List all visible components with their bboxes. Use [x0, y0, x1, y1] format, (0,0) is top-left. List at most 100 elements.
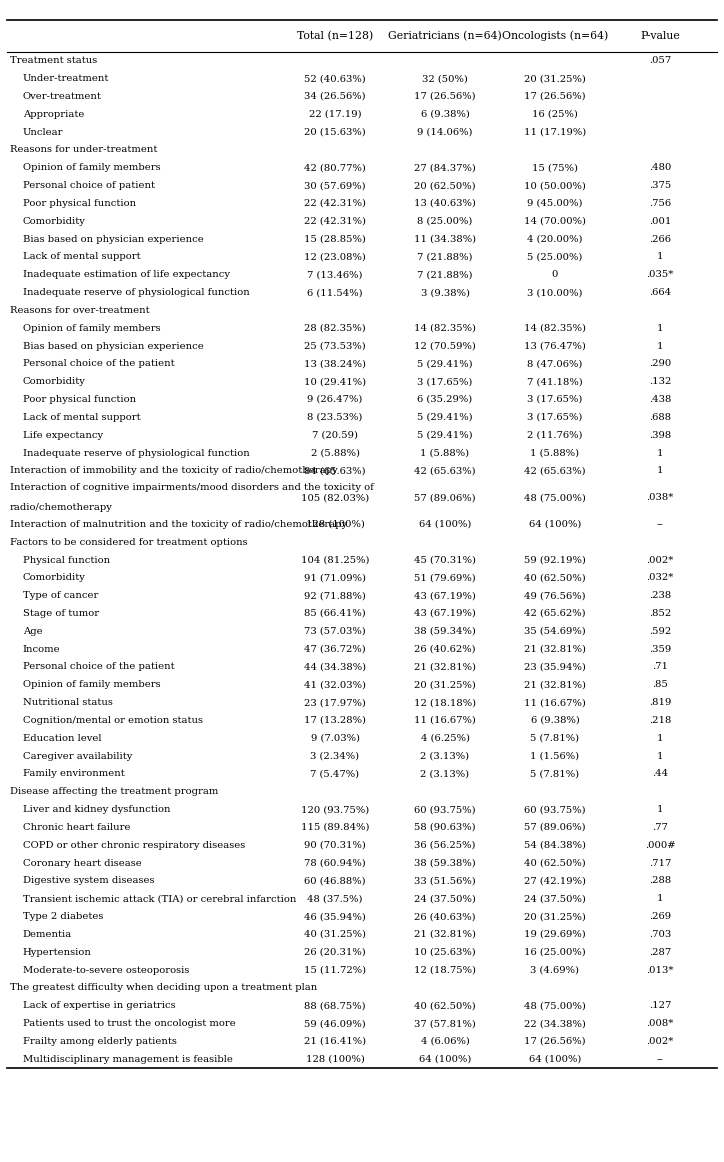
- Text: .266: .266: [649, 235, 671, 244]
- Text: .008*: .008*: [647, 1019, 674, 1028]
- Text: 48 (37.5%): 48 (37.5%): [307, 895, 363, 903]
- Text: 6 (9.38%): 6 (9.38%): [421, 109, 469, 119]
- Text: 36 (56.25%): 36 (56.25%): [414, 841, 476, 849]
- Text: .127: .127: [649, 1002, 671, 1010]
- Text: 104 (81.25%): 104 (81.25%): [300, 555, 369, 565]
- Text: Life expectancy: Life expectancy: [23, 431, 103, 439]
- Text: 57 (89.06%): 57 (89.06%): [414, 493, 476, 502]
- Text: Bias based on physician experience: Bias based on physician experience: [23, 342, 203, 351]
- Text: 42 (80.77%): 42 (80.77%): [304, 163, 366, 172]
- Text: 49 (76.56%): 49 (76.56%): [524, 591, 586, 600]
- Text: 26 (40.62%): 26 (40.62%): [414, 645, 476, 654]
- Text: .038*: .038*: [647, 493, 674, 502]
- Text: .269: .269: [649, 912, 671, 921]
- Text: Interaction of malnutrition and the toxicity of radio/chemotherapy: Interaction of malnutrition and the toxi…: [10, 519, 348, 529]
- Text: 10 (50.00%): 10 (50.00%): [524, 181, 586, 191]
- Text: Hypertension: Hypertension: [23, 948, 92, 956]
- Text: --: --: [657, 519, 663, 529]
- Text: 26 (20.31%): 26 (20.31%): [304, 948, 366, 956]
- Text: 7 (20.59): 7 (20.59): [312, 431, 358, 439]
- Text: Comorbidity: Comorbidity: [23, 573, 85, 582]
- Text: 48 (75.00%): 48 (75.00%): [524, 1002, 586, 1010]
- Text: 5 (7.81%): 5 (7.81%): [531, 734, 579, 743]
- Text: 21 (32.81%): 21 (32.81%): [524, 680, 586, 689]
- Text: 20 (15.63%): 20 (15.63%): [304, 128, 366, 137]
- Text: 3 (9.38%): 3 (9.38%): [421, 288, 469, 297]
- Text: 7 (13.46%): 7 (13.46%): [307, 271, 363, 279]
- Text: .000#: .000#: [644, 841, 675, 849]
- Text: Poor physical function: Poor physical function: [23, 395, 136, 404]
- Text: 58 (90.63%): 58 (90.63%): [414, 823, 476, 832]
- Text: .480: .480: [649, 163, 671, 172]
- Text: 64 (100%): 64 (100%): [418, 1055, 471, 1063]
- Text: Interaction of cognitive impairments/mood disorders and the toxicity of: Interaction of cognitive impairments/moo…: [10, 483, 374, 493]
- Text: 38 (59.38%): 38 (59.38%): [414, 859, 476, 868]
- Text: 17 (26.56%): 17 (26.56%): [524, 92, 586, 101]
- Text: 3 (17.65%): 3 (17.65%): [417, 378, 473, 386]
- Text: 1 (5.88%): 1 (5.88%): [531, 449, 579, 458]
- Text: 12 (18.75%): 12 (18.75%): [414, 966, 476, 975]
- Text: Inadequate estimation of life expectancy: Inadequate estimation of life expectancy: [23, 271, 230, 279]
- Text: 5 (29.41%): 5 (29.41%): [417, 359, 473, 368]
- Text: Lack of mental support: Lack of mental support: [23, 252, 140, 261]
- Text: Cognition/mental or emotion status: Cognition/mental or emotion status: [23, 716, 203, 725]
- Text: 38 (59.34%): 38 (59.34%): [414, 626, 476, 636]
- Text: .44: .44: [652, 769, 668, 779]
- Text: 1: 1: [657, 734, 663, 743]
- Text: 21 (16.41%): 21 (16.41%): [304, 1037, 366, 1046]
- Text: 42 (65.63%): 42 (65.63%): [524, 466, 586, 475]
- Text: 59 (46.09%): 59 (46.09%): [304, 1019, 366, 1028]
- Text: 13 (40.63%): 13 (40.63%): [414, 199, 476, 208]
- Text: .375: .375: [649, 181, 671, 191]
- Text: Chronic heart failure: Chronic heart failure: [23, 823, 130, 832]
- Text: Inadequate reserve of physiological function: Inadequate reserve of physiological func…: [23, 288, 250, 297]
- Text: 6 (35.29%): 6 (35.29%): [418, 395, 473, 404]
- Text: Dementia: Dementia: [23, 930, 72, 939]
- Text: .71: .71: [652, 662, 668, 672]
- Text: Oncologists (n=64): Oncologists (n=64): [502, 30, 608, 41]
- Text: Personal choice of the patient: Personal choice of the patient: [23, 359, 174, 368]
- Text: 57 (89.06%): 57 (89.06%): [524, 823, 586, 832]
- Text: 19 (29.69%): 19 (29.69%): [524, 930, 586, 939]
- Text: .290: .290: [649, 359, 671, 368]
- Text: 20 (62.50%): 20 (62.50%): [414, 181, 476, 191]
- Text: Opinion of family members: Opinion of family members: [23, 324, 161, 332]
- Text: 45 (70.31%): 45 (70.31%): [414, 555, 476, 565]
- Text: .218: .218: [649, 716, 671, 725]
- Text: .132: .132: [649, 378, 671, 386]
- Text: Caregiver availability: Caregiver availability: [23, 752, 132, 761]
- Text: Nutritional status: Nutritional status: [23, 698, 113, 708]
- Text: 43 (67.19%): 43 (67.19%): [414, 609, 476, 618]
- Text: --: --: [657, 1055, 663, 1063]
- Text: .287: .287: [649, 948, 671, 956]
- Text: 3 (4.69%): 3 (4.69%): [531, 966, 579, 975]
- Text: 2 (11.76%): 2 (11.76%): [527, 431, 583, 439]
- Text: 43 (67.19%): 43 (67.19%): [414, 591, 476, 600]
- Text: 8 (23.53%): 8 (23.53%): [308, 413, 363, 422]
- Text: 2 (3.13%): 2 (3.13%): [421, 752, 470, 761]
- Text: Stage of tumor: Stage of tumor: [23, 609, 99, 618]
- Text: 9 (7.03%): 9 (7.03%): [311, 734, 360, 743]
- Text: 88 (68.75%): 88 (68.75%): [304, 1002, 366, 1010]
- Text: 4 (6.06%): 4 (6.06%): [421, 1037, 469, 1046]
- Text: 8 (47.06%): 8 (47.06%): [527, 359, 583, 368]
- Text: 15 (28.85%): 15 (28.85%): [304, 235, 366, 244]
- Text: 1: 1: [657, 466, 663, 475]
- Text: 51 (79.69%): 51 (79.69%): [414, 573, 476, 582]
- Text: 105 (82.03%): 105 (82.03%): [301, 493, 369, 502]
- Text: 35 (54.69%): 35 (54.69%): [524, 626, 586, 636]
- Text: 64 (100%): 64 (100%): [529, 519, 581, 529]
- Text: .238: .238: [649, 591, 671, 600]
- Text: 22 (42.31%): 22 (42.31%): [304, 217, 366, 225]
- Text: .032*: .032*: [647, 573, 674, 582]
- Text: 17 (26.56%): 17 (26.56%): [414, 92, 476, 101]
- Text: .438: .438: [649, 395, 671, 404]
- Text: 14 (82.35%): 14 (82.35%): [524, 324, 586, 332]
- Text: 59 (92.19%): 59 (92.19%): [524, 555, 586, 565]
- Text: 17 (13.28%): 17 (13.28%): [304, 716, 366, 725]
- Text: 92 (71.88%): 92 (71.88%): [304, 591, 366, 600]
- Text: Inadequate reserve of physiological function: Inadequate reserve of physiological func…: [23, 449, 250, 458]
- Text: 40 (62.50%): 40 (62.50%): [524, 573, 586, 582]
- Text: 54 (84.38%): 54 (84.38%): [524, 841, 586, 849]
- Text: 47 (36.72%): 47 (36.72%): [304, 645, 366, 654]
